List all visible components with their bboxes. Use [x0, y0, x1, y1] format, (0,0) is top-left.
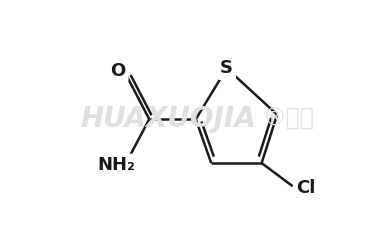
Text: ®学加: ®学加 — [263, 107, 315, 131]
Text: Cl: Cl — [296, 180, 316, 198]
Text: O: O — [111, 62, 126, 80]
Text: S: S — [220, 59, 233, 77]
Text: NH₂: NH₂ — [98, 156, 136, 174]
Text: HUAXUOJIA: HUAXUOJIA — [81, 105, 256, 133]
